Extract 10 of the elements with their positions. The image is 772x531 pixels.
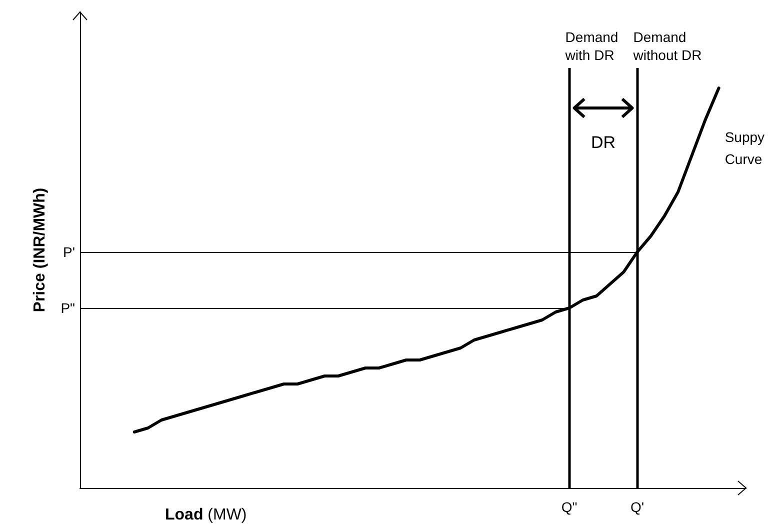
annotation: DR bbox=[591, 133, 616, 152]
ref-line-label: Demand with DR bbox=[564, 29, 618, 63]
ref-line-label: Demand without DR bbox=[632, 29, 702, 63]
x-axis-title: Load (MW) bbox=[165, 506, 247, 524]
y-axis-title: Price (INR/MWh) bbox=[32, 188, 48, 312]
x-tick-label: Q' bbox=[630, 499, 644, 515]
ref-line-label: P" bbox=[60, 300, 76, 316]
ref-line-label: P' bbox=[62, 244, 75, 260]
x-tick-label: Q" bbox=[561, 499, 578, 515]
series-label: Suppy Curve bbox=[724, 129, 765, 167]
